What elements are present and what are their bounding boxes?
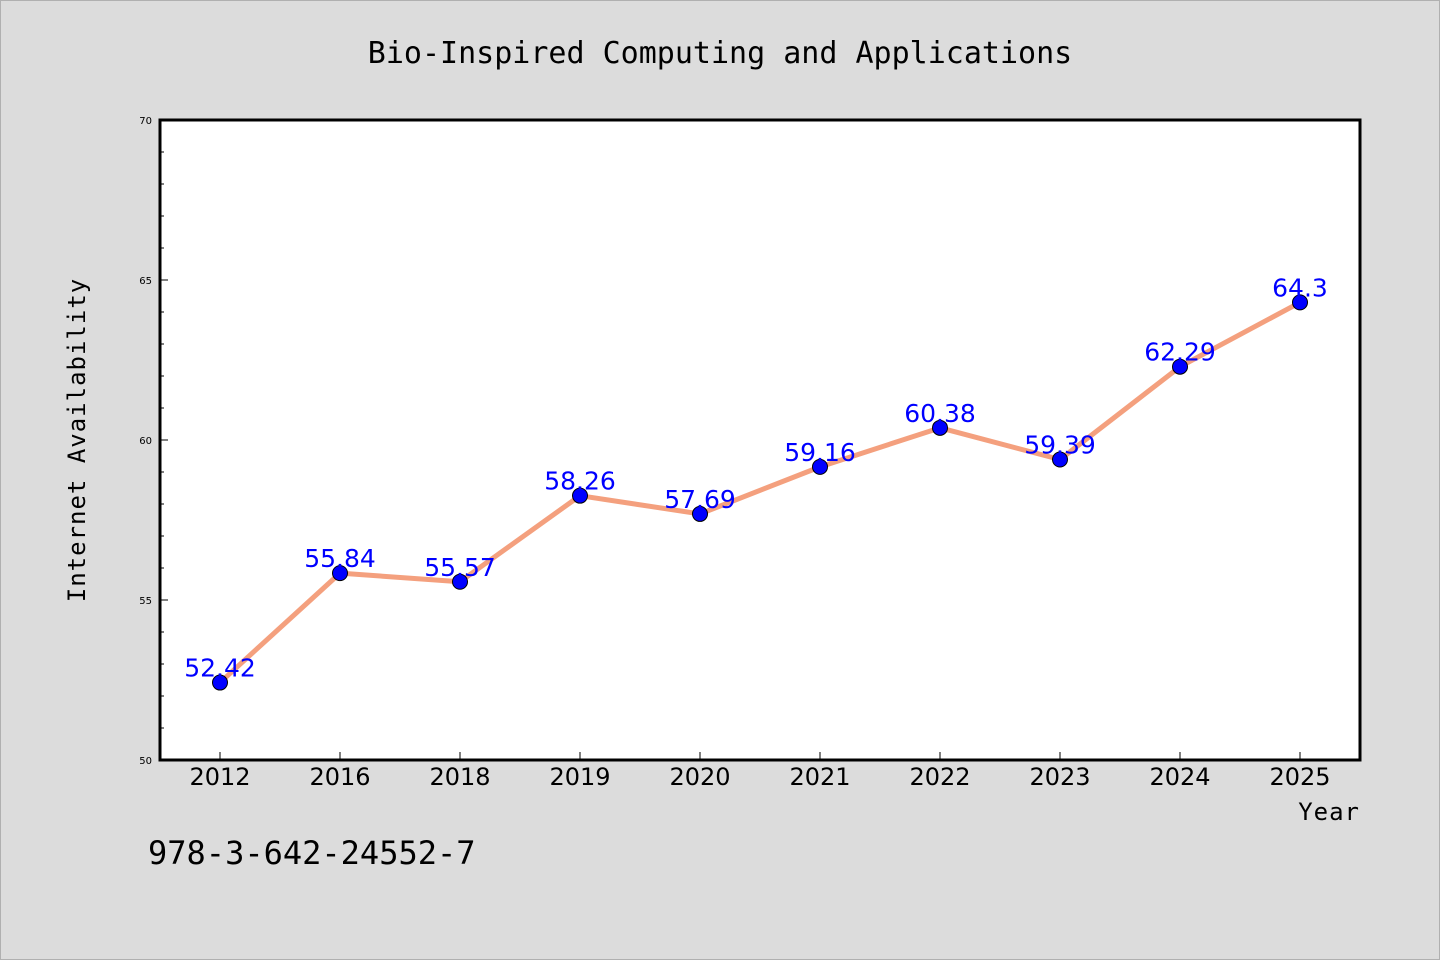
data-point xyxy=(1172,358,1188,375)
data-label: 55.57 xyxy=(424,553,496,582)
data-label: 59.16 xyxy=(784,438,856,467)
x-axis-label: Year xyxy=(1298,798,1360,826)
y-tick-label: 60 xyxy=(139,436,152,447)
data-point xyxy=(1292,294,1308,311)
y-tick-label: 50 xyxy=(139,756,152,767)
y-tick-label: 70 xyxy=(139,116,152,127)
plot-area xyxy=(160,120,1360,760)
series-layer: 52.42 55.84 55.57 58.26 57.69 59.16 60.38 59.39… xyxy=(184,273,1328,691)
data-label: 58.26 xyxy=(544,467,616,496)
data-label: 60.38 xyxy=(904,399,976,428)
data-point xyxy=(692,505,708,522)
data-point xyxy=(212,674,228,691)
y-tick-label: 55 xyxy=(139,596,152,607)
data-point xyxy=(932,419,948,436)
x-tick-label: 2012 xyxy=(189,763,250,791)
isbn-text: 978-3-642-24552-7 xyxy=(148,834,476,872)
x-tick-label: 2023 xyxy=(1029,763,1090,791)
x-axis-ticks: 2012 2016 2018 2019 2020 2021 2022 2023 2024 2025 xyxy=(189,752,1331,791)
data-label: 62.29 xyxy=(1144,338,1216,367)
x-tick-label: 2021 xyxy=(789,763,850,791)
data-point xyxy=(812,458,828,475)
data-label: 52.42 xyxy=(184,654,256,683)
x-tick-label: 2020 xyxy=(669,763,730,791)
data-label: 59.39 xyxy=(1024,431,1096,460)
plot-border xyxy=(158,118,1362,762)
x-tick-label: 2018 xyxy=(429,763,490,791)
x-tick-label: 2022 xyxy=(909,763,970,791)
data-label: 57.69 xyxy=(664,485,736,514)
x-tick-label: 2024 xyxy=(1149,763,1210,791)
data-point xyxy=(1052,451,1068,468)
data-point xyxy=(332,565,348,582)
x-tick-label: 2025 xyxy=(1269,763,1330,791)
chart-title: Bio-Inspired Computing and Applications xyxy=(368,36,1072,71)
data-point xyxy=(572,487,588,504)
x-tick-label: 2019 xyxy=(549,763,610,791)
y-tick-label: 65 xyxy=(139,276,152,287)
x-tick-label: 2016 xyxy=(309,763,370,791)
data-point xyxy=(452,573,468,590)
data-label: 55.84 xyxy=(304,544,376,573)
series-line xyxy=(217,299,1303,686)
data-label: 64.3 xyxy=(1272,273,1328,302)
y-axis-label: Internet Availability xyxy=(63,278,91,602)
